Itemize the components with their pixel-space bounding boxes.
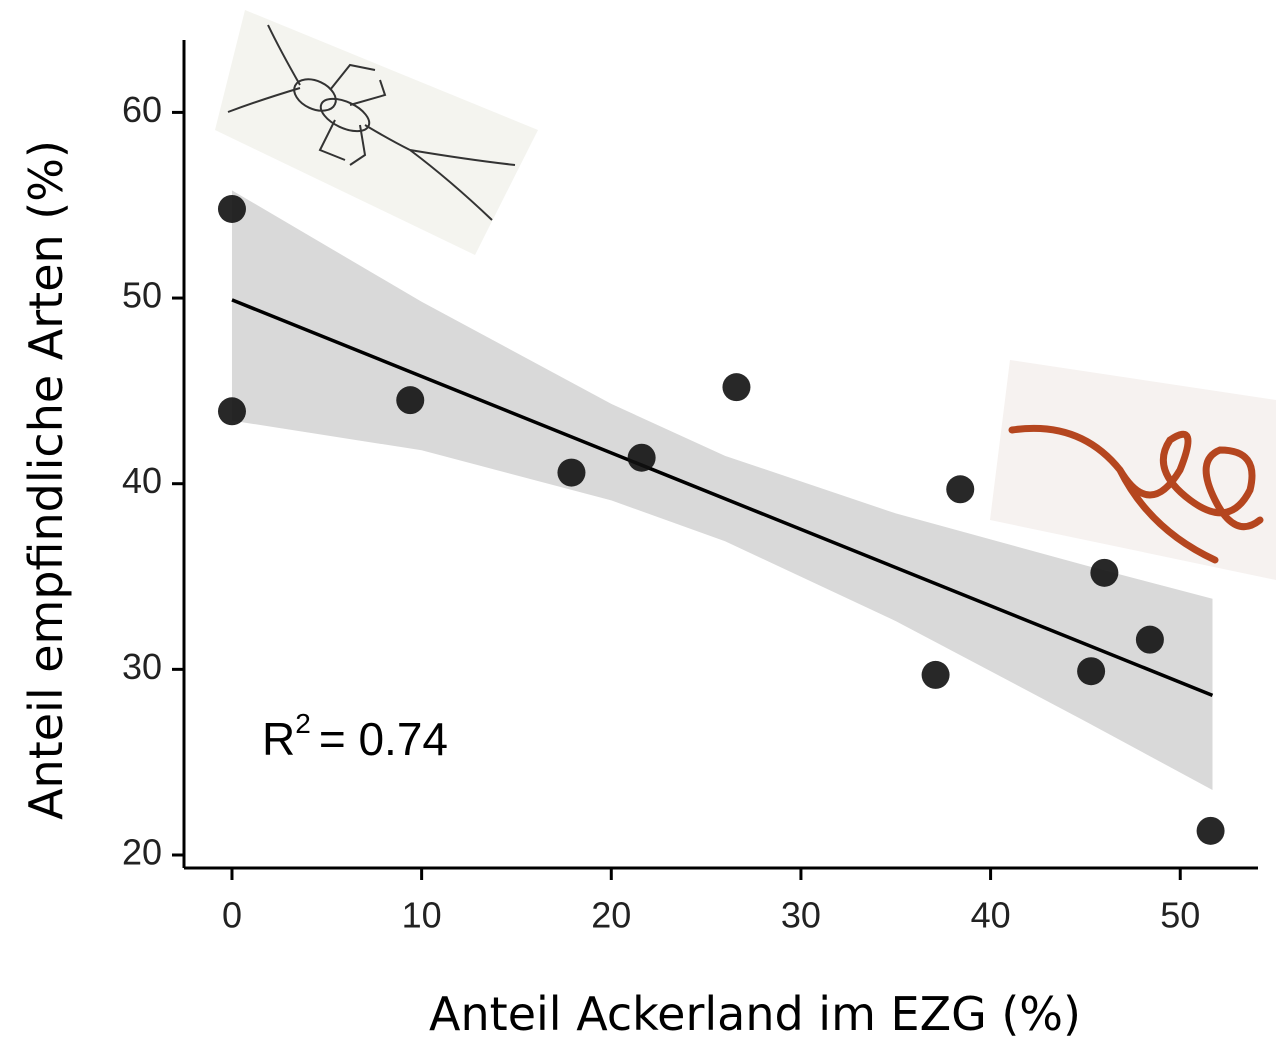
x-tick-label: 10 [402,895,442,936]
y-tick-label: 20 [122,832,162,873]
data-point [217,397,246,426]
y-axis-title: Anteil empfindliche Arten (%) [19,140,73,820]
y-tick-label: 60 [122,89,162,130]
r-superscript: 2 [295,708,311,739]
data-point [557,458,586,487]
r-symbol: R [262,713,295,765]
data-point [1196,816,1225,845]
x-axis-title: Anteil Ackerland im EZG (%) [429,987,1081,1039]
regression-line [231,298,1214,697]
data-point [627,443,656,472]
x-tick-label: 20 [591,895,631,936]
data-point [1135,625,1164,654]
r-value: = 0.74 [319,713,448,765]
r-squared-annotation: R2 = 0.74 [262,708,448,765]
confidence-band [231,190,1213,791]
x-tick-label: 30 [781,895,821,936]
data-point [946,475,975,504]
data-point [1090,558,1119,587]
x-tick-label: 40 [971,895,1011,936]
x-tick-label: 0 [222,895,242,936]
y-tick-label: 40 [122,460,162,501]
data-point [921,660,950,689]
y-tick-label: 30 [122,646,162,687]
worm-image [990,360,1276,580]
data-point [217,194,246,223]
data-point [722,373,751,402]
stonefly-image [215,10,538,255]
y-tick-label: 50 [122,275,162,316]
data-point [1077,657,1106,686]
x-tick-label: 50 [1160,895,1200,936]
data-point [396,386,425,415]
